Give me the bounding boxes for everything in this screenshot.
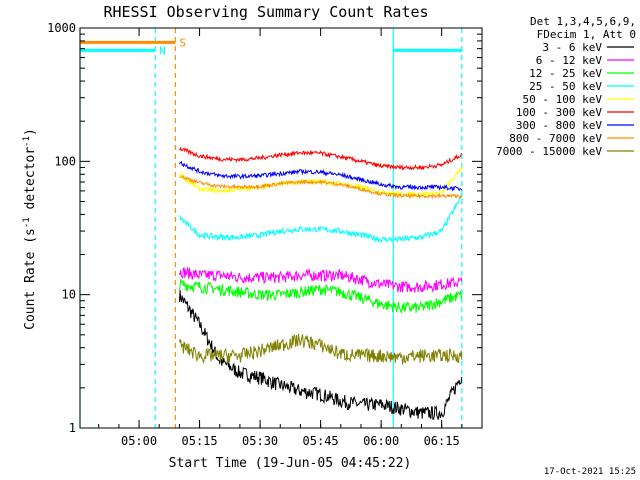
vertical-markers <box>79 28 463 428</box>
legend-entry-1: 6 - 12 keV <box>536 54 603 67</box>
generation-timestamp: 17-Oct-2021 15:25 <box>544 467 636 477</box>
legend: Det 1,3,4,5,6,9, FDecim 1, Att 0 3 - 6 k… <box>496 15 636 158</box>
y-label-mid: detector <box>23 147 38 218</box>
x-tick-label-4: 06:00 <box>363 434 399 448</box>
series-line-6 <box>178 160 463 192</box>
series-line-5 <box>179 146 463 171</box>
series-line-1 <box>178 266 463 294</box>
x-tick-label-3: 05:45 <box>303 434 339 448</box>
series-line-8 <box>178 333 463 365</box>
series-lines <box>178 146 463 421</box>
y-tick-label-1: 10 <box>62 288 76 302</box>
axes <box>79 27 483 429</box>
series-line-7 <box>179 174 463 200</box>
y-axis-label: Count Rate (s-1 detector-1) <box>22 128 38 330</box>
y-label-base: Count Rate (s <box>23 228 38 330</box>
x-tick-label-2: 05:30 <box>242 434 278 448</box>
chart-title: RHESSI Observing Summary Count Rates <box>103 3 428 21</box>
annotation-label-0: N <box>159 44 166 57</box>
y-tick-label-2: 100 <box>54 154 76 168</box>
legend-entry-5: 100 - 300 keV <box>516 106 602 119</box>
legend-header-line-1: Det 1,3,4,5,6,9, <box>530 15 636 28</box>
legend-entry-0: 3 - 6 keV <box>542 41 602 54</box>
legend-entry-4: 50 - 100 keV <box>523 93 603 106</box>
annotation-bars: NS <box>80 36 462 57</box>
y-tick-label-3: 1000 <box>47 21 76 35</box>
y-label-sup-2: -1 <box>22 136 32 147</box>
x-tick-label-5: 06:15 <box>424 434 460 448</box>
plot-frame <box>79 27 483 429</box>
x-axis-label: Start Time (19-Jun-05 04:45:22) <box>169 456 412 471</box>
annotation-label-1: S <box>179 36 186 49</box>
legend-header-line-2: FDecim 1, Att 0 <box>537 28 636 41</box>
x-ticks: 05:00 05:15 05:30 05:45 06:00 06:15 <box>98 28 483 448</box>
y-tick-label-0: 1 <box>69 421 76 435</box>
series-line-2 <box>178 279 463 315</box>
x-tick-label-1: 05:15 <box>182 434 218 448</box>
legend-entry-2: 12 - 25 keV <box>529 67 602 80</box>
legend-entry-3: 25 - 50 keV <box>529 80 602 93</box>
legend-entry-8: 7000 - 15000 keV <box>496 145 602 158</box>
y-label-sup-1: -1 <box>22 217 32 228</box>
series-line-3 <box>178 193 463 244</box>
x-tick-label-0: 05:00 <box>121 434 157 448</box>
series-line-0 <box>178 290 463 421</box>
legend-entry-6: 300 - 800 keV <box>516 119 602 132</box>
y-label-end: ) <box>23 128 38 136</box>
legend-entry-7: 800 - 7000 keV <box>509 132 602 145</box>
y-ticks: 1 10 100 1000 <box>47 21 482 435</box>
